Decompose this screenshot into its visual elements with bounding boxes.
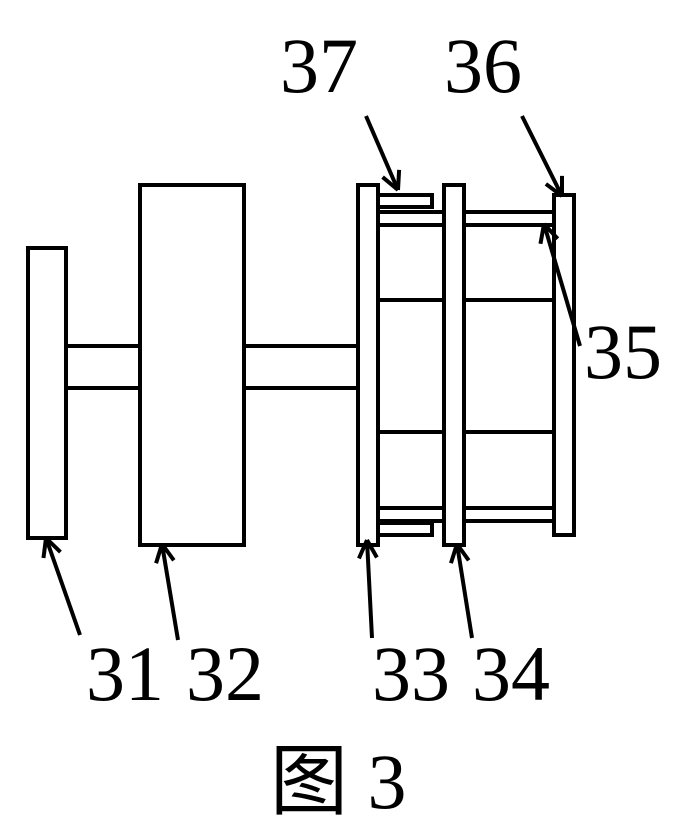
tab37-0: [378, 195, 432, 207]
label-32: 32: [186, 630, 264, 717]
block32: [140, 185, 244, 545]
label-36: 36: [444, 22, 522, 109]
label-35: 35: [584, 308, 662, 395]
block33: [358, 185, 378, 545]
label-33: 33: [372, 630, 450, 717]
block36: [554, 195, 574, 535]
label-31: 31: [86, 630, 164, 717]
block34: [444, 185, 464, 545]
figure-caption: 图 3: [270, 738, 407, 825]
label-34: 34: [472, 630, 550, 717]
tab37-1: [378, 523, 432, 535]
block31: [28, 248, 66, 538]
label-37: 37: [280, 22, 358, 109]
